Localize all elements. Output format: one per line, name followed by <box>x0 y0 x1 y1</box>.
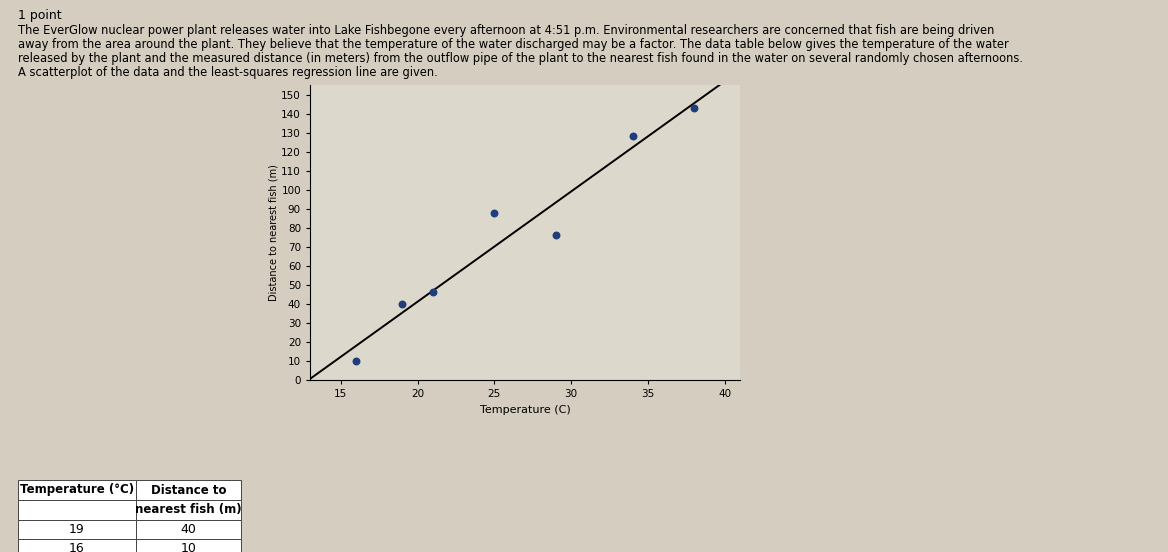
Bar <box>135 480 241 500</box>
Bar <box>18 500 135 520</box>
Text: Distance to: Distance to <box>151 484 227 496</box>
X-axis label: Temperature (C): Temperature (C) <box>480 405 570 415</box>
Y-axis label: Distance to nearest fish (m): Distance to nearest fish (m) <box>269 164 278 301</box>
Point <box>624 132 642 141</box>
Text: Temperature (°C): Temperature (°C) <box>20 484 134 496</box>
Text: 16: 16 <box>69 542 85 552</box>
Bar <box>135 520 241 539</box>
Point <box>547 231 565 240</box>
Point <box>485 208 503 217</box>
Text: A scatterplot of the data and the least-squares regression line are given.: A scatterplot of the data and the least-… <box>18 66 438 79</box>
Bar <box>18 520 135 539</box>
Text: The EverGlow nuclear power plant releases water into Lake Fishbegone every after: The EverGlow nuclear power plant release… <box>18 24 994 37</box>
Text: 19: 19 <box>69 523 85 536</box>
Bar <box>135 539 241 552</box>
Text: nearest fish (m): nearest fish (m) <box>135 503 242 517</box>
Text: released by the plant and the measured distance (in meters) from the outflow pip: released by the plant and the measured d… <box>18 52 1023 65</box>
Point <box>684 103 703 112</box>
Bar <box>18 539 135 552</box>
Text: 40: 40 <box>181 523 196 536</box>
Text: 1 point: 1 point <box>18 9 62 22</box>
Point <box>424 288 443 297</box>
Text: away from the area around the plant. They believe that the temperature of the wa: away from the area around the plant. The… <box>18 38 1009 51</box>
Bar <box>135 500 241 520</box>
Bar <box>18 480 135 500</box>
Point <box>392 299 411 308</box>
Text: 10: 10 <box>181 542 196 552</box>
Point <box>347 357 366 365</box>
